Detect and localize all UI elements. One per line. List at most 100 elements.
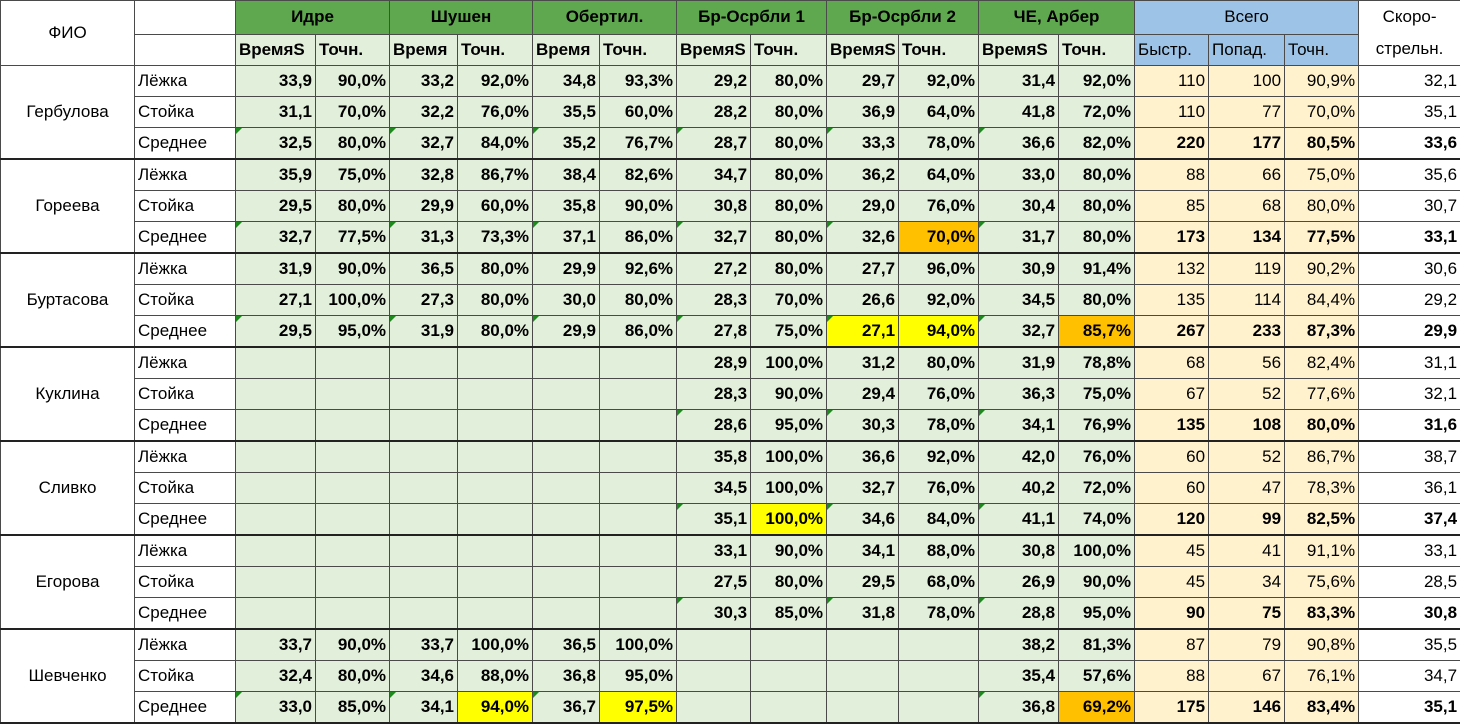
speed-cell: 35,1 [1359,97,1460,128]
accuracy-cell: 91,4% [1059,253,1135,285]
time-cell: 31,8 [827,598,899,630]
accuracy-cell: 64,0% [899,159,979,191]
accuracy-cell: 80,0% [1059,159,1135,191]
accuracy-cell: 100,0% [751,441,827,473]
accuracy-cell: 80,0% [899,347,979,379]
time-cell: 30,3 [827,410,899,442]
time-cell: 27,8 [677,316,751,348]
time-cell: 29,5 [236,191,316,222]
time-cell: 34,5 [979,285,1059,316]
accuracy-cell: 76,9% [1059,410,1135,442]
total-fast-cell: 135 [1135,285,1209,316]
accuracy-cell: 70,0% [899,222,979,254]
accuracy-cell: 78,0% [899,128,979,160]
accuracy-cell [899,629,979,661]
accuracy-cell [751,629,827,661]
total-accuracy-cell: 86,7% [1285,441,1359,473]
row-label: Среднее [135,316,236,348]
accuracy-subheader: Точн. [600,34,677,65]
time-cell [236,410,316,442]
speed-cell: 29,2 [1359,285,1460,316]
accuracy-cell: 92,0% [1059,66,1135,97]
time-cell: 34,1 [827,535,899,567]
time-cell: 31,9 [236,253,316,285]
total-fast-cell: 135 [1135,410,1209,442]
total-accuracy-cell: 80,0% [1285,410,1359,442]
time-cell: 36,6 [979,128,1059,160]
total-fast-cell: 60 [1135,441,1209,473]
accuracy-cell: 57,6% [1059,661,1135,692]
total-fast-cell: 88 [1135,159,1209,191]
group-header-arber: ЧЕ, Арбер [979,1,1135,35]
accuracy-cell [751,661,827,692]
accuracy-cell: 76,0% [899,191,979,222]
row-label: Стойка [135,567,236,598]
total-accuracy-cell: 76,1% [1285,661,1359,692]
accuracy-cell [600,441,677,473]
time-cell: 32,7 [236,222,316,254]
fio-header: ФИО [1,1,135,66]
time-cell: 31,9 [390,316,458,348]
accuracy-cell: 80,0% [751,191,827,222]
speed-cell: 35,6 [1359,159,1460,191]
total-hits-cell: 114 [1209,285,1285,316]
accuracy-cell: 90,0% [1059,567,1135,598]
accuracy-cell: 78,8% [1059,347,1135,379]
time-cell: 36,5 [390,253,458,285]
total-hits-cell: 177 [1209,128,1285,160]
speed-cell: 30,8 [1359,598,1460,630]
accuracy-cell [458,504,533,536]
accuracy-cell [751,692,827,724]
time-cell: 29,7 [827,66,899,97]
speed-cell: 37,4 [1359,504,1460,536]
total-hits-cell: 134 [1209,222,1285,254]
time-cell: 34,6 [390,661,458,692]
time-cell: 41,1 [979,504,1059,536]
time-cell: 26,6 [827,285,899,316]
athlete-name: Шевченко [1,629,135,723]
total-hits-cell: 41 [1209,535,1285,567]
time-cell [236,473,316,504]
accuracy-cell [600,567,677,598]
total-accuracy-cell: 90,2% [1285,253,1359,285]
accuracy-cell [316,379,390,410]
time-cell: 35,4 [979,661,1059,692]
total-hits-cell: 119 [1209,253,1285,285]
accuracy-cell: 70,0% [316,97,390,128]
row-label: Среднее [135,222,236,254]
accuracy-cell: 100,0% [751,473,827,504]
row-label: Стойка [135,379,236,410]
time-cell: 30,8 [979,535,1059,567]
total-fast-cell: 120 [1135,504,1209,536]
time-cell: 31,4 [979,66,1059,97]
accuracy-cell [316,441,390,473]
accuracy-cell [600,504,677,536]
speed-cell: 35,1 [1359,692,1460,724]
accuracy-cell: 76,0% [899,473,979,504]
time-cell: 35,2 [533,128,600,160]
row-label: Среднее [135,692,236,724]
total-accuracy-cell: 78,3% [1285,473,1359,504]
time-cell: 29,2 [677,66,751,97]
total-accuracy-cell: 75,6% [1285,567,1359,598]
time-cell: 32,2 [390,97,458,128]
accuracy-cell: 85,7% [1059,316,1135,348]
row-label: Лёжка [135,159,236,191]
accuracy-cell [600,598,677,630]
time-cell [827,692,899,724]
total-hits-cell: 68 [1209,191,1285,222]
total-accuracy-cell: 82,4% [1285,347,1359,379]
speed-cell: 35,5 [1359,629,1460,661]
accuracy-cell: 82,6% [600,159,677,191]
accuracy-cell: 100,0% [316,285,390,316]
time-subheader: Время [533,34,600,65]
time-subheader: Время [390,34,458,65]
row-label: Стойка [135,473,236,504]
accuracy-cell: 85,0% [316,692,390,724]
accuracy-cell [600,347,677,379]
